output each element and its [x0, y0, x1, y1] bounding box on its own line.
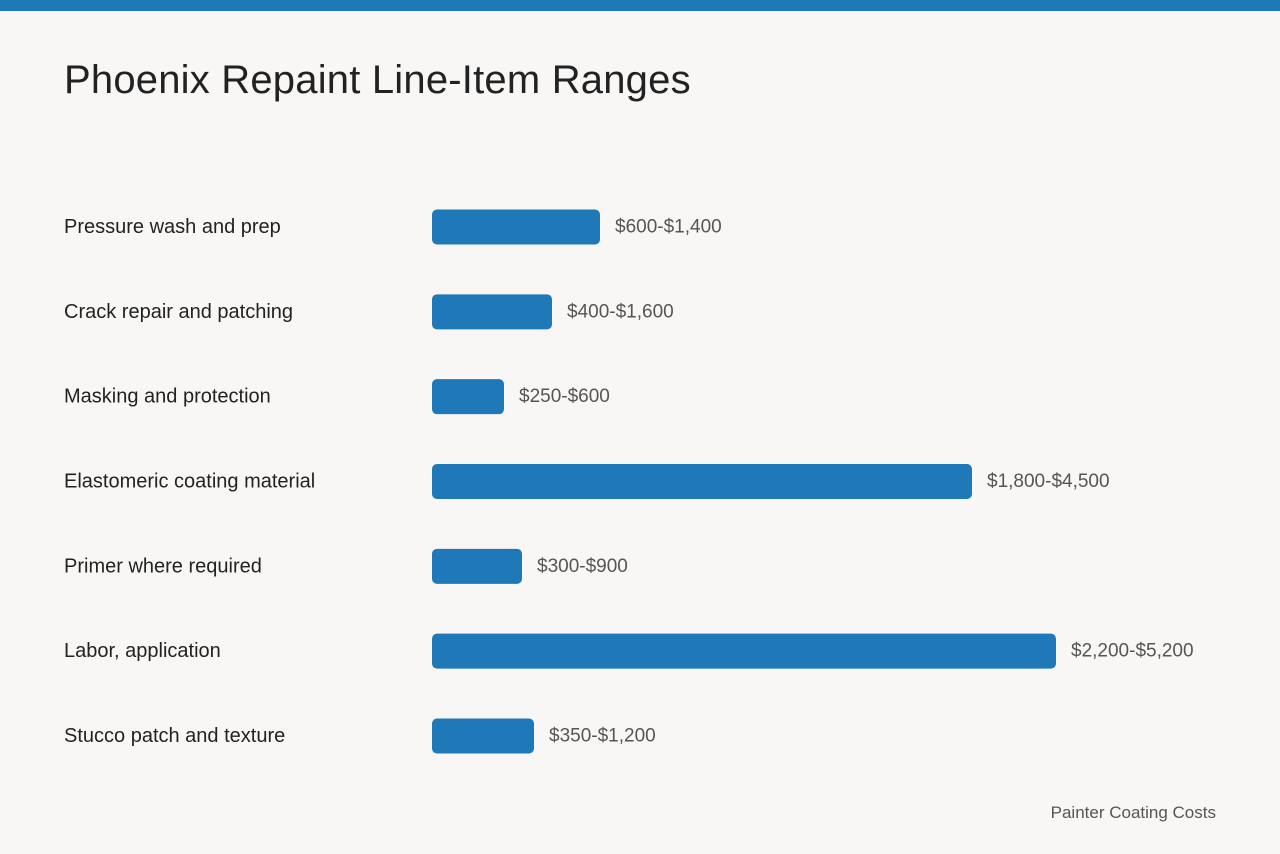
bar — [432, 633, 1056, 669]
bar — [432, 463, 972, 499]
source-credit: Painter Coating Costs — [1050, 803, 1216, 822]
value-label: $250-$600 — [519, 386, 610, 407]
category-label: Stucco patch and texture — [64, 725, 285, 747]
bar — [432, 718, 534, 754]
category-label: Masking and protection — [64, 386, 271, 408]
value-label: $2,200-$5,200 — [1071, 641, 1194, 662]
bar — [432, 209, 600, 245]
bar — [432, 294, 552, 330]
bar — [432, 548, 522, 584]
category-label: Labor, application — [64, 640, 221, 662]
accent-top-bar — [0, 0, 1280, 11]
bar — [432, 379, 504, 415]
category-label: Pressure wash and prep — [64, 216, 281, 238]
value-label: $300-$900 — [537, 556, 628, 577]
value-label: $1,800-$4,500 — [987, 471, 1110, 492]
category-label: Primer where required — [64, 555, 262, 577]
chart-title: Phoenix Repaint Line-Item Ranges — [64, 58, 691, 102]
value-label: $600-$1,400 — [615, 217, 722, 238]
value-label: $400-$1,600 — [567, 301, 674, 322]
category-label: Crack repair and patching — [64, 301, 293, 323]
category-label: Elastomeric coating material — [64, 470, 315, 492]
value-label: $350-$1,200 — [549, 725, 656, 746]
